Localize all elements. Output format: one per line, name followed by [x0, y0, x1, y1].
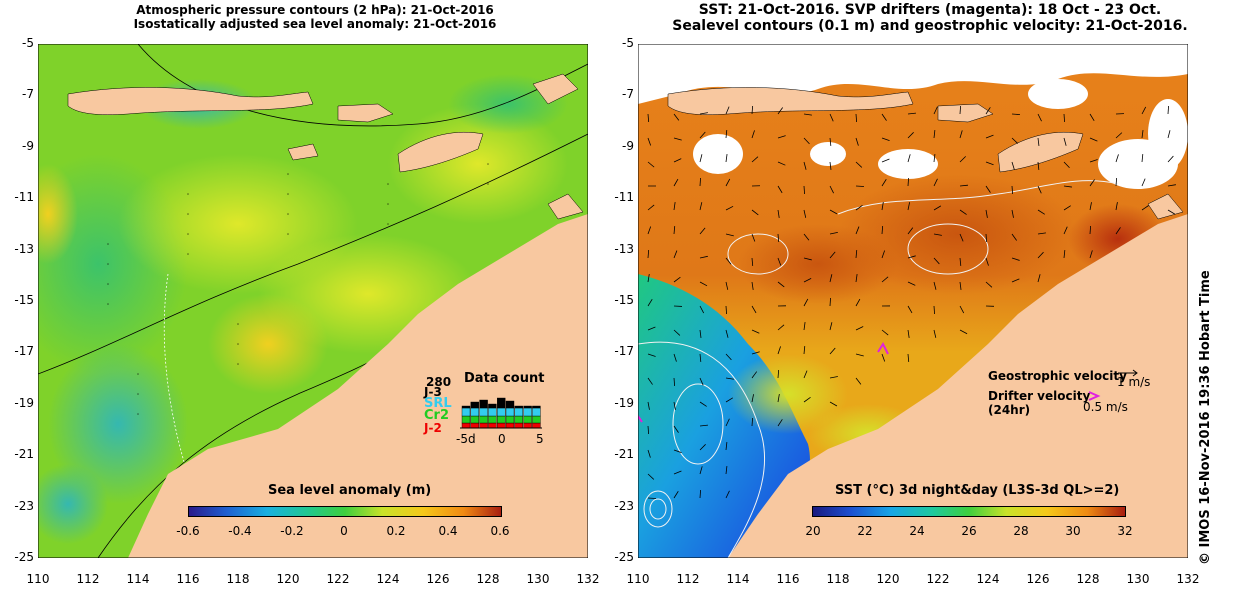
right-y-tick: -21 [614, 447, 634, 462]
right-title-line2: Sealevel contours (0.1 m) and geostrophi… [672, 18, 1188, 34]
left-title-line1: Atmospheric pressure contours (2 hPa): 2… [136, 3, 494, 17]
left-y-tick: -11 [14, 190, 34, 205]
mission-srl-label: SRL [424, 396, 452, 411]
data-count-xtick: -5d [456, 432, 476, 446]
left-colorbar-title: Sea level anomaly (m) [268, 483, 432, 498]
right-cbar-tick: 26 [961, 524, 977, 538]
left-y-tick: -5 [22, 36, 34, 50]
right-x-tick: 122 [926, 572, 950, 586]
right-cbar-tick: 28 [1013, 524, 1029, 538]
data-count-histogram [460, 397, 542, 429]
left-cbar-tick: 0.4 [438, 524, 458, 538]
right-y-tick: -23 [614, 498, 634, 513]
right-cbar-tick: 24 [909, 524, 925, 538]
data-count-xtick: 5 [536, 432, 544, 446]
right-cbar-tick: 32 [1117, 524, 1133, 538]
left-x-tick: 114 [126, 572, 150, 586]
left-y-tick: -21 [14, 447, 34, 462]
mission-j2-label: J-2 [424, 421, 442, 435]
right-australia-land [728, 214, 1188, 558]
left-cbar-tick: 0.6 [490, 524, 510, 538]
right-y-tick: -9 [622, 138, 634, 153]
left-x-tick: 110 [26, 572, 50, 586]
left-cbar-tick: -0.4 [228, 524, 252, 538]
right-y-tick: -15 [614, 293, 634, 307]
geostrophic-arrow-icon [1118, 369, 1138, 377]
left-x-tick: 126 [426, 572, 450, 586]
right-cbar-tick: 20 [805, 524, 821, 538]
right-y-tick: -13 [614, 241, 634, 256]
data-count-title: Data count [464, 371, 545, 386]
drifter-scale: 0.5 m/s [1083, 400, 1128, 414]
right-x-tick: 120 [876, 572, 900, 586]
right-x-tick: 118 [826, 572, 850, 586]
mission-j3-label: J-3 [424, 385, 442, 399]
left-x-tick: 120 [276, 572, 300, 586]
drifter-velocity-label: Drifter velocity [988, 389, 1091, 403]
right-y-tick: -25 [614, 550, 634, 564]
right-title-line1: SST: 21-Oct-2016. SVP drifters (magenta)… [698, 2, 1162, 18]
right-x-tick: 114 [726, 572, 750, 586]
left-y-tick: -23 [14, 498, 34, 513]
drifter-arrow-icon [1088, 391, 1101, 401]
left-x-tick: 130 [526, 572, 550, 586]
left-x-tick: 122 [326, 572, 350, 586]
left-y-tick: -15 [14, 293, 34, 307]
left-cbar-tick: -0.2 [280, 524, 304, 538]
data-count-xtick: 0 [498, 432, 506, 446]
data-count-max: 280 [426, 375, 452, 389]
right-x-tick: 116 [776, 572, 800, 586]
left-australia-land [128, 214, 588, 558]
left-x-tick: 112 [76, 572, 100, 586]
left-cbar-tick: 0.2 [386, 524, 406, 538]
right-cbar-tick: 22 [857, 524, 873, 538]
right-x-tick: 132 [1176, 572, 1200, 586]
drifter-velocity-sub: (24hr) [988, 403, 1031, 417]
left-map[interactable] [38, 44, 588, 558]
right-x-tick: 112 [676, 572, 700, 586]
geostrophic-velocity-label: Geostrophic velocity [988, 369, 1127, 383]
left-y-tick: -19 [14, 395, 34, 410]
left-x-tick: 118 [226, 572, 250, 586]
left-y-tick: -7 [22, 87, 34, 102]
right-y-tick: -17 [614, 344, 634, 359]
right-y-tick: -5 [622, 36, 634, 50]
left-cbar-tick: 0 [340, 524, 348, 538]
left-y-tick: -9 [22, 138, 34, 153]
right-x-tick: 110 [626, 572, 650, 586]
right-y-tick: -7 [622, 87, 634, 102]
left-x-tick: 124 [376, 572, 400, 586]
left-title-line2: Isostatically adjusted sea level anomaly… [133, 17, 497, 31]
right-colorbar [812, 506, 1126, 517]
right-colorbar-title: SST (°C) 3d night&day (L3S-3d QL>=2) [835, 483, 1120, 498]
right-x-tick: 126 [1026, 572, 1050, 586]
left-y-tick: -25 [14, 550, 34, 564]
imos-credit: © IMOS 16-Nov-2016 19:36 Hobart Time [1198, 270, 1213, 565]
left-x-tick: 132 [576, 572, 600, 586]
left-cbar-tick: -0.6 [176, 524, 200, 538]
right-cbar-tick: 30 [1065, 524, 1081, 538]
left-x-tick: 116 [176, 572, 200, 586]
geostrophic-scale: 1 m/s [1117, 375, 1151, 389]
left-colorbar [188, 506, 502, 517]
right-x-tick: 128 [1076, 572, 1100, 586]
left-x-tick: 128 [476, 572, 500, 586]
right-x-tick: 130 [1126, 572, 1150, 586]
left-y-tick: -17 [14, 344, 34, 359]
right-x-tick: 124 [976, 572, 1000, 586]
right-y-tick: -11 [614, 190, 634, 205]
right-map[interactable] [638, 44, 1188, 558]
left-y-tick: -13 [14, 241, 34, 256]
mission-cr2-label: Cr2 [424, 408, 449, 423]
right-y-tick: -19 [614, 395, 634, 410]
